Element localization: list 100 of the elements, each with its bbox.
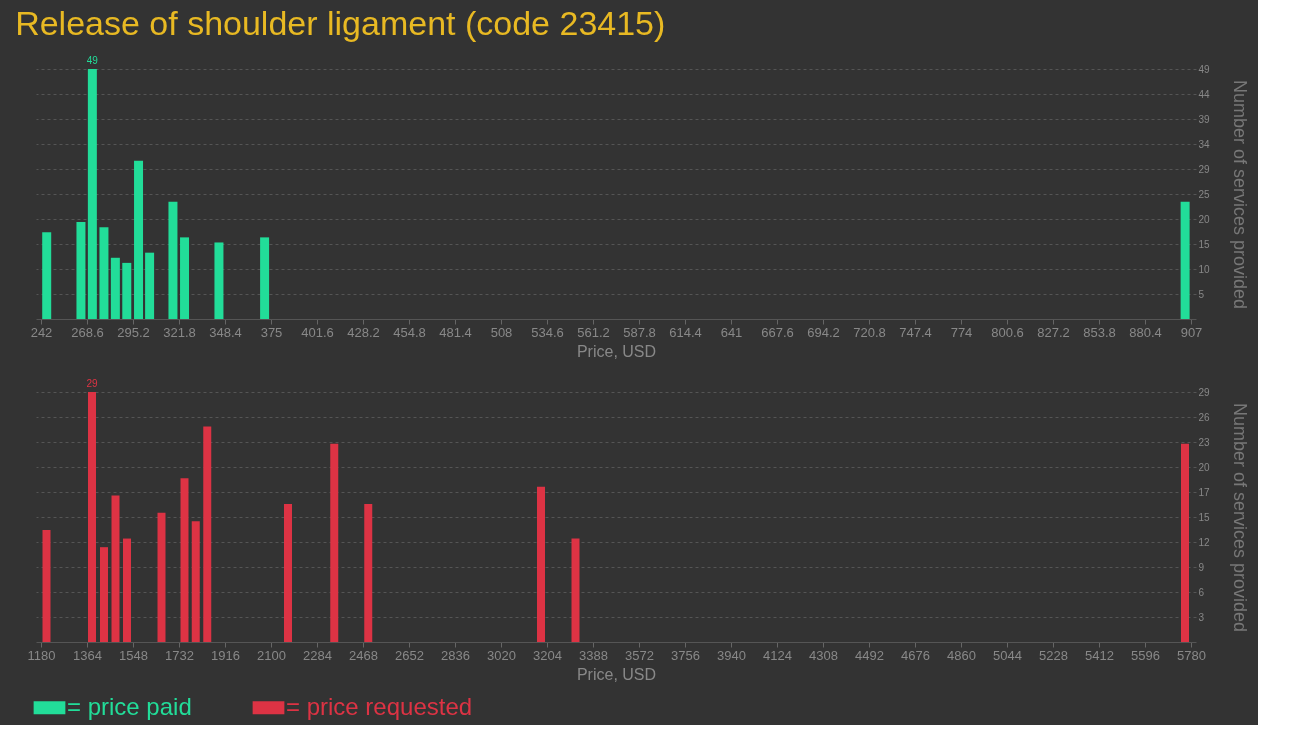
x-tick-label: 614.4: [669, 324, 702, 340]
x-tick-label: 401.6: [301, 324, 334, 340]
x-tick-label: 321.8: [163, 324, 196, 340]
chart-title: Release of shoulder ligament (code 23415): [15, 4, 666, 42]
x-tick-label: 561.2: [577, 324, 610, 340]
x-tick-label: 720.8: [853, 324, 886, 340]
bar: [88, 392, 96, 642]
x-tick-label: 3940: [717, 647, 746, 663]
x-tick-label: 4676: [901, 647, 930, 663]
bar: [87, 69, 97, 319]
x-tick-label: 2100: [257, 647, 286, 663]
x-tick-label: 3204: [533, 647, 562, 663]
y-tick-label: 29: [1198, 386, 1211, 398]
x-tick-label: 800.6: [991, 324, 1024, 340]
x-tick-label: 1180: [27, 647, 56, 663]
y-tick-label: 20: [1198, 213, 1211, 225]
bar: [42, 232, 52, 319]
bar: [364, 504, 373, 642]
x-tick-label: 2652: [395, 647, 424, 663]
bar: [1180, 201, 1190, 319]
y-axis-title: Number of services provided: [1229, 79, 1250, 310]
x-tick-label: 2468: [349, 647, 378, 663]
x-tick-label: 2284: [303, 647, 332, 663]
x-tick-label: 454.8: [393, 324, 426, 340]
y-tick-label: 25: [1198, 188, 1211, 200]
x-tick-label: 534.6: [531, 324, 564, 340]
y-tick-label: 10: [1198, 263, 1211, 275]
x-tick-label: 3388: [579, 647, 608, 663]
x-tick-label: 827.2: [1037, 324, 1070, 340]
x-tick-label: 1548: [119, 647, 148, 663]
bar: [99, 227, 109, 319]
x-tick-label: 3756: [671, 647, 700, 663]
x-tick-label: 1916: [211, 647, 240, 663]
y-tick-label: 15: [1198, 511, 1211, 523]
bar: [537, 486, 545, 642]
x-tick-label: 641: [720, 324, 743, 340]
x-tick-label: 587.8: [623, 324, 656, 340]
bar: [180, 237, 190, 319]
bar: [122, 262, 132, 319]
bar: [260, 237, 270, 319]
bar: [214, 242, 224, 319]
bar: [123, 538, 131, 642]
bar: [134, 160, 144, 319]
bar: [157, 512, 166, 642]
x-tick-label: 907: [1180, 324, 1203, 340]
y-tick-label: 49: [1198, 63, 1211, 75]
y-tick-label: 5: [1198, 288, 1205, 300]
x-tick-label: 1364: [73, 647, 102, 663]
bar: [145, 252, 155, 319]
bar: [168, 201, 178, 319]
y-tick-label: 3: [1198, 611, 1205, 623]
x-tick-label: 508: [490, 324, 513, 340]
x-tick-label: 5596: [1131, 647, 1160, 663]
x-axis-title: Price, USD: [576, 665, 657, 683]
x-tick-label: 3020: [487, 647, 516, 663]
x-tick-label: 1732: [165, 647, 194, 663]
x-tick-label: 2836: [441, 647, 470, 663]
bar: [76, 222, 86, 319]
x-tick-label: 5780: [1177, 647, 1206, 663]
x-tick-label: 5044: [993, 647, 1022, 663]
legend-label: = price paid: [67, 692, 192, 720]
bar: [571, 538, 580, 642]
y-tick-label: 29: [1198, 163, 1211, 175]
y-tick-label: 17: [1198, 486, 1211, 498]
y-tick-label: 34: [1198, 138, 1211, 150]
x-tick-label: 268.6: [71, 324, 104, 340]
y-tick-label: 23: [1198, 436, 1211, 448]
x-axis-title: Price, USD: [576, 342, 657, 360]
x-tick-label: 295.2: [117, 324, 150, 340]
y-tick-label: 15: [1198, 238, 1211, 250]
y-tick-label: 12: [1198, 536, 1211, 548]
x-tick-label: 4308: [809, 647, 838, 663]
x-tick-label: 348.4: [209, 324, 242, 340]
bar: [1181, 443, 1189, 642]
x-tick-label: 5412: [1085, 647, 1114, 663]
x-tick-label: 694.2: [807, 324, 840, 340]
x-tick-label: 880.4: [1129, 324, 1162, 340]
bar: [191, 521, 200, 642]
x-tick-label: 5228: [1039, 647, 1068, 663]
y-tick-label: 6: [1198, 586, 1205, 598]
bar: [330, 443, 339, 642]
x-tick-label: 3572: [625, 647, 654, 663]
bar: [110, 257, 120, 319]
x-tick-label: 481.4: [439, 324, 472, 340]
bar: [203, 426, 212, 642]
x-tick-label: 4124: [763, 647, 792, 663]
x-tick-label: 428.2: [347, 324, 380, 340]
y-tick-label: 26: [1198, 411, 1211, 423]
x-tick-label: 853.8: [1083, 324, 1116, 340]
bar: [100, 547, 108, 642]
text: 29: [86, 378, 98, 389]
bar: [284, 504, 292, 642]
x-tick-label: 375: [260, 324, 283, 340]
y-tick-label: 20: [1198, 461, 1211, 473]
y-tick-label: 39: [1198, 113, 1211, 125]
bar: [111, 495, 120, 642]
x-tick-label: 242: [30, 324, 53, 340]
x-tick-label: 747.4: [899, 324, 932, 340]
x-tick-label: 667.6: [761, 324, 794, 340]
bar: [42, 529, 51, 642]
